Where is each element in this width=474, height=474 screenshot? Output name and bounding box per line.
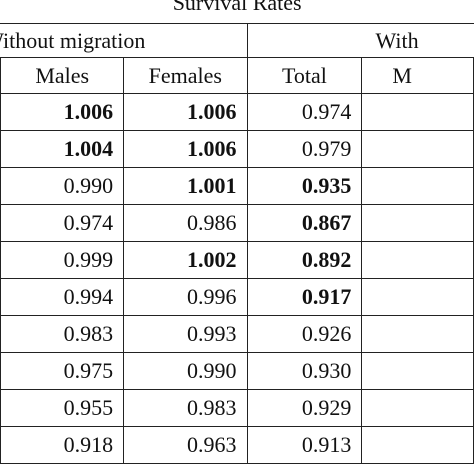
column-header: Males bbox=[0, 57, 125, 94]
table-crop: Survival RatesWithout migrationWithMales… bbox=[0, 0, 474, 464]
survival-rates-table: Survival RatesWithout migrationWithMales… bbox=[0, 0, 474, 464]
column-header: M bbox=[361, 57, 474, 94]
table-cell bbox=[361, 130, 474, 168]
table-cell: 0.935 bbox=[246, 167, 363, 205]
table-cell: 0.955 bbox=[0, 389, 125, 427]
table-cell bbox=[361, 204, 474, 242]
table-cell bbox=[361, 389, 474, 427]
table-cell: 0.983 bbox=[0, 315, 125, 353]
table-row: 0.983 0.993 0.926 bbox=[0, 315, 474, 353]
table-row: 0.918 0.963 0.913 bbox=[0, 426, 474, 464]
table-cell bbox=[361, 315, 474, 353]
title-row: Survival Rates bbox=[0, 0, 474, 24]
table-cell: 0.979 bbox=[246, 130, 363, 168]
table-cell: 0.918 bbox=[0, 426, 125, 464]
table-cell bbox=[361, 167, 474, 205]
table-cell: 1.006 bbox=[0, 93, 125, 131]
group-without-migration: Without migration bbox=[0, 23, 248, 58]
table-cell: 0.867 bbox=[246, 204, 363, 242]
table-cell: 0.975 bbox=[0, 352, 125, 390]
table-cell: 1.006 bbox=[123, 130, 248, 168]
table-cell: 0.994 bbox=[0, 278, 125, 316]
table-cell: 0.917 bbox=[246, 278, 363, 316]
table-row: 0.975 0.990 0.930 bbox=[0, 352, 474, 390]
table-row: 0.990 1.001 0.935 bbox=[0, 167, 474, 205]
table-cell: 1.002 bbox=[123, 241, 248, 279]
table-cell: 0.929 bbox=[246, 389, 363, 427]
table-cell bbox=[361, 278, 474, 316]
table-cell: 0.996 bbox=[123, 278, 248, 316]
table-cell: 0.892 bbox=[246, 241, 363, 279]
table-cell: 0.993 bbox=[123, 315, 248, 353]
table-title: Survival Rates bbox=[172, 0, 302, 15]
table-cell: 1.001 bbox=[123, 167, 248, 205]
table-cell bbox=[361, 241, 474, 279]
group-with-migration: With bbox=[246, 23, 474, 58]
table-cell bbox=[361, 352, 474, 390]
table-cell: 0.990 bbox=[0, 167, 125, 205]
table-cell: 1.006 bbox=[123, 93, 248, 131]
table-cell: 1.004 bbox=[0, 130, 125, 168]
table-cell: 0.974 bbox=[0, 204, 125, 242]
column-header-row: Males Females Total M bbox=[0, 57, 474, 94]
table-cell: 0.913 bbox=[246, 426, 363, 464]
column-header: Total bbox=[246, 57, 363, 94]
table-cell: 0.974 bbox=[246, 93, 363, 131]
table-cell: 0.986 bbox=[123, 204, 248, 242]
table-cell bbox=[361, 93, 474, 131]
table-row: 0.994 0.996 0.917 bbox=[0, 278, 474, 316]
table-cell bbox=[361, 426, 474, 464]
column-header: Females bbox=[123, 57, 248, 94]
table-cell: 0.990 bbox=[123, 352, 248, 390]
table-cell: 0.926 bbox=[246, 315, 363, 353]
table-cell: 0.983 bbox=[123, 389, 248, 427]
table-cell: 0.963 bbox=[123, 426, 248, 464]
table-cell: 0.930 bbox=[246, 352, 363, 390]
table-cell: 0.999 bbox=[0, 241, 125, 279]
